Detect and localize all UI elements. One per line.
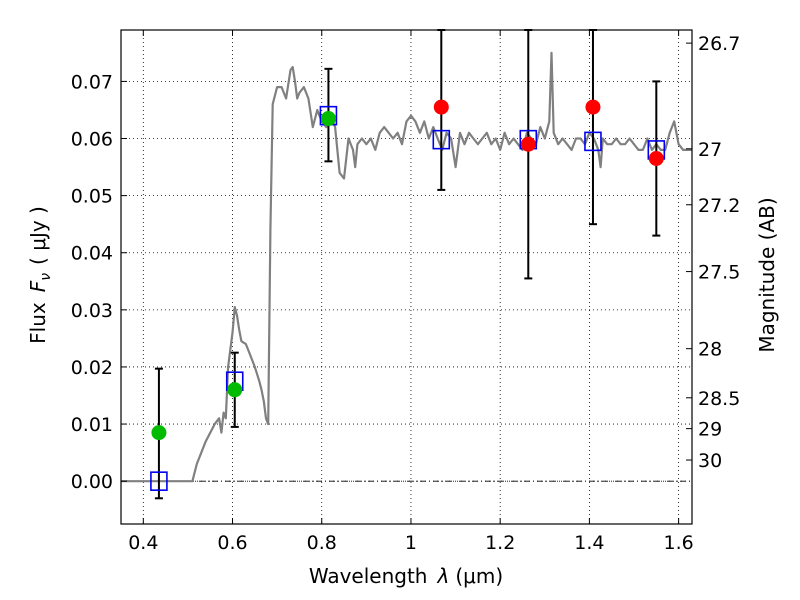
y-axis-title: FluxFν( μJy ): [26, 206, 54, 344]
y-tick-label: 0.05: [71, 186, 113, 208]
x-tick-label: 0.8: [307, 532, 337, 554]
mag-tick-label: 30: [698, 450, 722, 472]
y-tick-label: 0.06: [71, 129, 113, 151]
observed-point: [648, 150, 664, 166]
y-tick-label: 0.00: [71, 471, 113, 493]
observed-point: [433, 99, 449, 115]
x-tick-label: 1.2: [485, 532, 515, 554]
mag-tick-label: 29: [698, 419, 722, 441]
axes-frame: [120, 29, 693, 525]
observed-point: [585, 99, 601, 115]
axis-ticks: 0.4 0.6 0.8 1 1.2 1.4 1.6 0.00 0.01 0.02 0.03 0.04 0…: [71, 30, 740, 554]
model-photometry-marker: [584, 131, 602, 152]
spectrum-line: [121, 51, 692, 483]
mag-tick-label: 27.2: [698, 195, 740, 217]
y-tick-label: 0.02: [71, 357, 113, 379]
observed-point: [151, 425, 167, 441]
observed-point: [520, 136, 536, 152]
mag-tick-label: 28.5: [698, 388, 740, 410]
observed-point: [227, 382, 243, 398]
y-tick-label: 0.01: [71, 414, 113, 436]
model-photometry-marker: [432, 129, 451, 150]
y-tick-label: 0.04: [71, 243, 113, 265]
x-tick-label: 1: [405, 532, 417, 554]
x-tick-label: 0.4: [128, 532, 158, 554]
x-tick-label: 0.6: [217, 532, 247, 554]
x-axis-title: Wavelength λ (μm): [309, 564, 503, 588]
mag-tick-label: 27: [698, 139, 722, 161]
observed-point: [320, 111, 336, 127]
mag-tick-label: 26.7: [698, 33, 740, 55]
model-photometry-marker: [150, 471, 168, 491]
mag-tick-label: 27.5: [698, 262, 740, 284]
x-tick-label: 1.4: [574, 532, 604, 554]
y-tick-label: 0.03: [71, 300, 113, 322]
x-tick-label: 1.6: [664, 532, 694, 554]
right-axis-title: Magnitude (AB): [755, 197, 779, 352]
mag-tick-label: 28: [698, 339, 722, 361]
y-tick-label: 0.07: [71, 71, 113, 93]
